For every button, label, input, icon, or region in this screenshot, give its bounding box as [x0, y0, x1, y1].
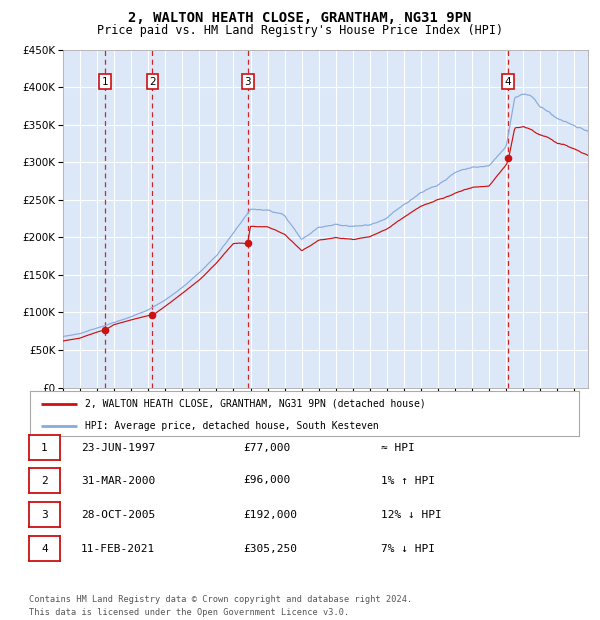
Text: 2: 2 [149, 77, 156, 87]
Text: Contains HM Land Registry data © Crown copyright and database right 2024.
This d: Contains HM Land Registry data © Crown c… [29, 595, 412, 617]
Text: ≈ HPI: ≈ HPI [381, 443, 415, 453]
Text: 1% ↑ HPI: 1% ↑ HPI [381, 476, 435, 485]
Text: Price paid vs. HM Land Registry's House Price Index (HPI): Price paid vs. HM Land Registry's House … [97, 24, 503, 37]
Text: 7% ↓ HPI: 7% ↓ HPI [381, 544, 435, 554]
Text: 12% ↓ HPI: 12% ↓ HPI [381, 510, 442, 520]
Text: 3: 3 [41, 510, 48, 520]
Text: 31-MAR-2000: 31-MAR-2000 [81, 476, 155, 485]
Text: 1: 1 [102, 77, 109, 87]
Text: 11-FEB-2021: 11-FEB-2021 [81, 544, 155, 554]
Text: 3: 3 [244, 77, 251, 87]
Text: 23-JUN-1997: 23-JUN-1997 [81, 443, 155, 453]
Text: HPI: Average price, detached house, South Kesteven: HPI: Average price, detached house, Sout… [85, 421, 379, 431]
Text: £305,250: £305,250 [243, 544, 297, 554]
Text: 2: 2 [41, 476, 48, 485]
Text: 1: 1 [41, 443, 48, 453]
Text: 4: 4 [41, 544, 48, 554]
Text: 4: 4 [505, 77, 511, 87]
Text: £192,000: £192,000 [243, 510, 297, 520]
Text: 2, WALTON HEATH CLOSE, GRANTHAM, NG31 9PN (detached house): 2, WALTON HEATH CLOSE, GRANTHAM, NG31 9P… [85, 399, 425, 409]
Text: 2, WALTON HEATH CLOSE, GRANTHAM, NG31 9PN: 2, WALTON HEATH CLOSE, GRANTHAM, NG31 9P… [128, 11, 472, 25]
Text: £77,000: £77,000 [243, 443, 290, 453]
Text: £96,000: £96,000 [243, 476, 290, 485]
Text: 28-OCT-2005: 28-OCT-2005 [81, 510, 155, 520]
